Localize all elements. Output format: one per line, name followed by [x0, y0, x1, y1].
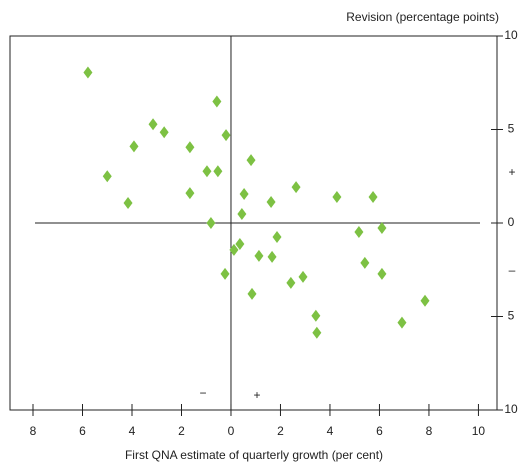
point — [213, 165, 223, 178]
point — [185, 187, 195, 200]
point — [311, 309, 321, 322]
point — [221, 129, 231, 142]
point — [368, 191, 378, 204]
point — [239, 188, 249, 201]
point — [102, 170, 112, 183]
sign-label: − — [199, 386, 206, 400]
y-tick-label: 5 — [508, 309, 515, 323]
point — [420, 294, 430, 307]
point — [159, 126, 169, 139]
point — [312, 326, 322, 339]
point — [202, 165, 212, 178]
y-tick-label: 5 — [508, 122, 515, 136]
sign-label: + — [253, 388, 260, 402]
point — [229, 243, 239, 256]
point — [148, 118, 158, 131]
sign-label: + — [508, 165, 515, 179]
point — [397, 316, 407, 329]
x-tick-label: 0 — [228, 424, 235, 438]
point — [266, 196, 276, 209]
point — [354, 225, 364, 238]
y-tick-label: 10 — [504, 402, 518, 416]
point — [332, 191, 342, 204]
point — [291, 181, 301, 194]
point — [206, 217, 216, 229]
sign-label: – — [509, 263, 516, 277]
x-tick-label: 2 — [178, 424, 185, 438]
point — [267, 250, 277, 263]
point — [254, 249, 264, 262]
x-axis-label: First QNA estimate of quarterly growth (… — [125, 448, 383, 462]
point — [123, 196, 133, 209]
point — [360, 256, 370, 269]
x-tick-label: 2 — [277, 424, 284, 438]
point — [129, 140, 139, 153]
y-tick-label: 0 — [508, 215, 515, 229]
point — [272, 231, 282, 244]
point — [377, 267, 387, 280]
point — [237, 208, 247, 221]
point — [220, 267, 230, 280]
point — [185, 141, 195, 154]
point — [235, 237, 245, 250]
x-tick-label: 6 — [79, 424, 86, 438]
x-tick-label: 4 — [129, 424, 136, 438]
point — [377, 222, 387, 235]
y-axis-label: Revision (percentage points) — [346, 10, 499, 24]
x-tick-label: 8 — [426, 424, 433, 438]
x-tick-label: 4 — [327, 424, 334, 438]
x-tick-label: 10 — [472, 424, 486, 438]
point — [246, 154, 256, 167]
point — [212, 95, 222, 108]
point — [286, 276, 296, 289]
y-tick-label: 10 — [504, 28, 518, 42]
x-tick-label: 6 — [376, 424, 383, 438]
point — [247, 287, 257, 300]
point — [83, 66, 93, 79]
point — [298, 270, 308, 283]
x-tick-label: 8 — [30, 424, 37, 438]
